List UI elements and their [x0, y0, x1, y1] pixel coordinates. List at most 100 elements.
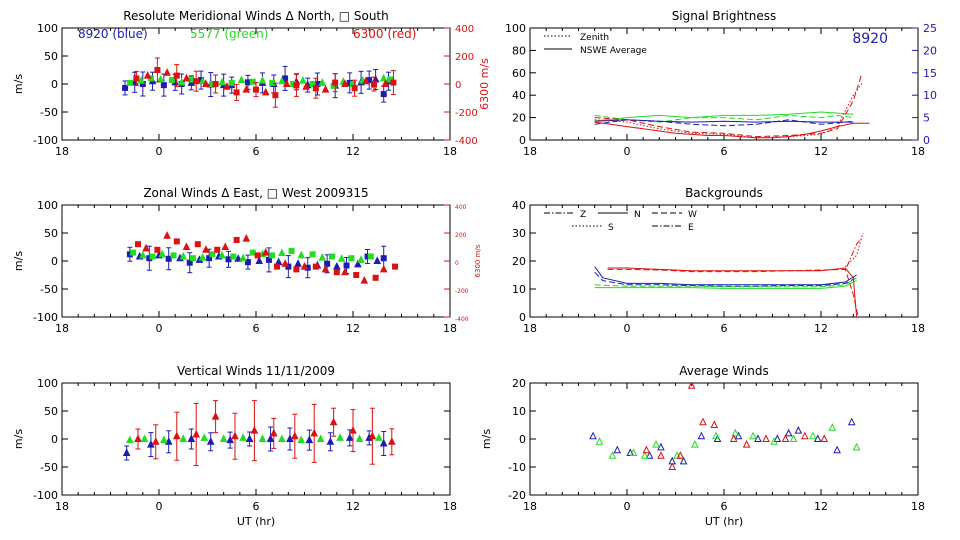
x-tick-label: 18 [443, 322, 457, 335]
legend-entry-blue: 8920 (blue) [78, 27, 148, 41]
data-point-triangle [143, 70, 152, 79]
data-point-triangle [302, 82, 310, 90]
data-point-triangle [355, 434, 364, 442]
x-tick-label: 18 [523, 145, 537, 158]
y-tick-label: 40 [512, 89, 526, 102]
data-point-square [212, 81, 219, 87]
data-point-square [225, 256, 232, 263]
y-tick-label: 100 [37, 22, 58, 35]
y-tick-label: 0 [51, 255, 58, 268]
data-point-triangle [318, 78, 327, 86]
legend-label: Z [580, 210, 586, 220]
series-line-green-solid [594, 111, 854, 122]
y-axis-label: m/s [12, 429, 25, 449]
data-point-triangle [126, 435, 134, 444]
data-layer [122, 57, 397, 108]
data-point-triangle [381, 79, 390, 87]
data-point-triangle [349, 425, 357, 434]
data-point-triangle [794, 425, 803, 434]
x-tick-label: 6 [253, 322, 260, 335]
data-point-triangle [852, 442, 861, 451]
data-point-triangle [847, 417, 856, 426]
y-tick-label: 30 [512, 227, 526, 240]
data-point-triangle [318, 253, 327, 261]
data-point-square [353, 272, 360, 278]
data-point-triangle [278, 434, 286, 442]
data-point-square [214, 246, 221, 253]
data-point-triangle [231, 431, 239, 440]
data-point-triangle [770, 437, 778, 445]
data-point-triangle [202, 245, 210, 253]
data-point-triangle [316, 434, 325, 442]
data-point-triangle [278, 248, 286, 257]
y-tick-label: 50 [44, 50, 58, 63]
data-layer [126, 231, 399, 284]
data-point-square [392, 263, 399, 270]
data-point-square [133, 75, 140, 82]
data-point-square [244, 79, 251, 86]
data-point-triangle [337, 254, 346, 262]
data-point-triangle [679, 456, 688, 465]
data-point-triangle [261, 87, 270, 96]
data-point-triangle [192, 429, 200, 438]
series-line-red-dashdot [846, 238, 862, 267]
data-point-triangle [321, 84, 330, 93]
data-point-triangle [354, 259, 362, 268]
data-point-triangle [294, 259, 302, 267]
data-point-square [122, 84, 129, 91]
x-tick-label: 18 [523, 500, 537, 513]
data-point-triangle [784, 428, 793, 437]
data-point-triangle [239, 433, 247, 441]
data-point-square [228, 79, 235, 86]
series-line-green-solid [594, 280, 857, 289]
data-point-square [170, 252, 177, 259]
chart-title: Average Winds [679, 364, 769, 378]
x-tick-label: 12 [814, 145, 828, 158]
data-point-square [249, 78, 256, 85]
data-point-triangle [182, 242, 191, 250]
y-axis-label: m/s [480, 429, 493, 449]
y2-tick-label: -400 [455, 316, 469, 323]
y2-tick-label: 25 [923, 22, 937, 35]
legend-entry-green: 5577 (green) [190, 27, 268, 41]
data-point-triangle [310, 428, 319, 437]
x-axis-label: UT (hr) [237, 515, 275, 528]
y2-tick-label: 10 [923, 89, 937, 102]
data-point-triangle [595, 437, 604, 445]
y2-tick-label: 400 [455, 24, 474, 35]
data-point-triangle [218, 77, 226, 86]
y2-tick-label: 20 [923, 44, 937, 57]
data-point-triangle [749, 431, 757, 440]
data-point-square [269, 252, 276, 259]
chart-title: Signal Brightness [672, 9, 777, 23]
data-point-triangle [375, 433, 383, 441]
data-point-triangle [333, 261, 341, 270]
data-point-triangle [697, 431, 706, 440]
y-tick-label: -20 [508, 489, 526, 502]
x-tick-label: 6 [721, 322, 728, 335]
data-point-triangle [255, 256, 264, 264]
data-point-triangle [345, 433, 354, 441]
data-point-triangle [290, 431, 299, 440]
data-layer [589, 383, 861, 470]
data-point-triangle [668, 462, 677, 470]
data-point-triangle [687, 383, 696, 389]
data-point-triangle [373, 256, 382, 264]
data-point-square [387, 76, 394, 83]
y2-tick-label: -400 [455, 136, 478, 147]
data-point-square [332, 79, 339, 86]
data-point-triangle [160, 435, 168, 444]
data-point-triangle [379, 73, 388, 82]
y2-tick-label: 15 [923, 67, 937, 80]
data-point-triangle [729, 434, 738, 442]
data-point-triangle [281, 259, 289, 267]
legend-label: S [608, 223, 614, 233]
series-line-blue-dashed [594, 119, 854, 127]
y2-tick-label: 0 [455, 80, 461, 91]
data-point-triangle [321, 264, 330, 273]
data-point-triangle [699, 417, 707, 426]
